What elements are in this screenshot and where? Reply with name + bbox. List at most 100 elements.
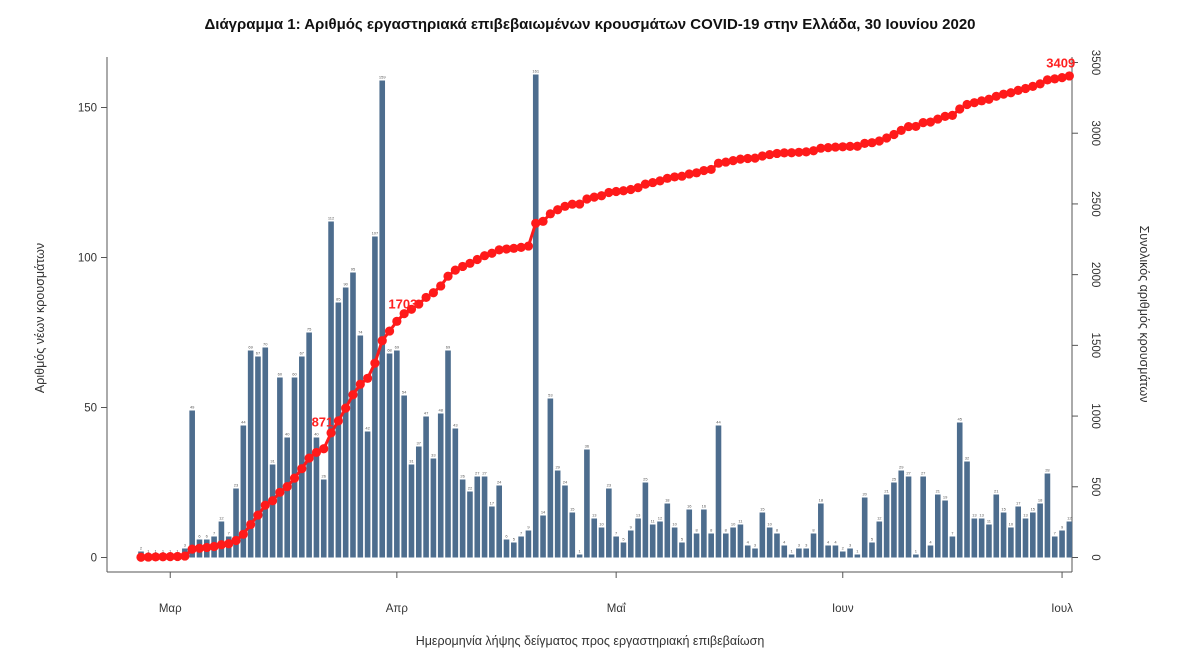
bar	[708, 533, 714, 558]
bar-value-label: 4	[834, 540, 837, 545]
cumulative-point	[655, 176, 665, 186]
cumulative-point	[487, 248, 497, 258]
bar-value-label: 1	[790, 549, 793, 554]
bar	[788, 554, 795, 558]
bar-value-label: 75	[307, 327, 312, 332]
cumulative-point	[216, 540, 227, 550]
cumulative-point	[947, 110, 958, 120]
cumulative-point	[304, 453, 314, 463]
bar	[423, 416, 429, 558]
y2-tick-label: 1500	[1089, 333, 1101, 359]
bar	[686, 509, 693, 558]
bar	[627, 530, 634, 558]
bar	[459, 479, 466, 558]
bar	[1044, 473, 1051, 558]
cumulative-point	[311, 447, 322, 458]
cumulative-point	[991, 91, 1001, 101]
bar-value-label: 5	[622, 537, 625, 542]
bar	[452, 428, 459, 558]
bar-series	[138, 74, 1073, 558]
cumulative-point	[1028, 81, 1038, 92]
cumulative-point	[735, 154, 746, 164]
bar	[525, 530, 532, 558]
bar	[1037, 503, 1043, 558]
bar	[562, 485, 568, 558]
bar-value-label: 1	[915, 549, 918, 554]
bar-value-label: 74	[358, 330, 363, 335]
bar	[584, 449, 590, 558]
cumulative-point	[253, 510, 263, 520]
cumulative-point	[443, 271, 453, 281]
cumulative-point	[691, 168, 702, 178]
bar	[233, 488, 239, 558]
cumulative-point	[779, 148, 789, 158]
bar-value-label: 15	[570, 507, 575, 512]
bar-value-label: 13	[592, 513, 597, 518]
bar-value-label: 44	[241, 420, 246, 425]
bar	[978, 518, 985, 558]
bar-value-label: 27	[906, 471, 911, 476]
x-tick-label: Ιουν	[832, 603, 854, 615]
cumulative-point	[289, 473, 300, 483]
cumulative-point	[319, 444, 329, 454]
bar-value-label: 40	[285, 432, 290, 437]
cumulative-point	[238, 529, 248, 539]
y-tick-label: 150	[78, 103, 97, 115]
cumulative-point	[341, 403, 351, 413]
bar	[876, 521, 883, 558]
bar-value-label: 11	[651, 519, 656, 524]
bar-value-label: 13	[979, 513, 984, 518]
cumulative-point	[509, 243, 519, 253]
bar-value-label: 3	[798, 543, 801, 548]
bar	[394, 350, 400, 558]
cumulative-point	[1020, 83, 1031, 94]
cumulative-point	[187, 544, 197, 554]
cumulative-point	[903, 121, 914, 132]
bar	[723, 533, 729, 558]
bar-value-label: 18	[819, 498, 824, 503]
cumulative-point	[933, 114, 943, 124]
bar	[342, 287, 349, 558]
bar-value-label: 23	[234, 483, 239, 488]
bar	[839, 551, 846, 558]
bar-value-label: 69	[446, 345, 451, 350]
bar-value-label: 3	[184, 543, 187, 548]
x-tick-label: Ιουλ	[1051, 603, 1073, 615]
y2-tick-label: 1000	[1089, 403, 1101, 429]
bar	[993, 494, 1000, 558]
cumulative-point	[560, 201, 570, 211]
bar-value-label: 24	[563, 480, 568, 485]
bar	[350, 272, 356, 558]
bar-value-label: 25	[892, 477, 897, 482]
bar-value-label: 54	[402, 390, 407, 395]
bar	[913, 554, 919, 558]
bar	[1000, 512, 1007, 558]
bar	[518, 536, 524, 558]
y2-tick-label: 0	[1089, 554, 1101, 560]
cumulative-point	[940, 111, 950, 121]
bar	[320, 479, 327, 558]
cumulative-point	[1050, 74, 1060, 84]
cumulative-point	[246, 519, 256, 530]
bar	[481, 476, 488, 558]
bar-value-label: 31	[409, 459, 414, 464]
bar-value-label: 60	[292, 372, 297, 377]
cumulative-point	[392, 316, 402, 326]
bar	[1059, 530, 1065, 558]
bar	[496, 485, 502, 558]
bar	[511, 542, 517, 558]
bar-value-label: 32	[965, 456, 970, 461]
cumulative-point	[765, 149, 775, 160]
bar	[905, 476, 912, 558]
bar-value-label: 2	[842, 546, 845, 551]
bar-value-label: 27	[921, 471, 926, 476]
bar-value-label: 15	[760, 507, 765, 512]
bar-value-label: 45	[957, 417, 962, 422]
bar-value-label: 1	[147, 549, 150, 554]
cumulative-point	[180, 551, 190, 561]
bar	[854, 554, 861, 558]
bar-value-label: 18	[1038, 498, 1043, 503]
cumulative-point	[721, 157, 731, 167]
cumulative-point	[531, 218, 541, 228]
bar	[613, 536, 619, 558]
